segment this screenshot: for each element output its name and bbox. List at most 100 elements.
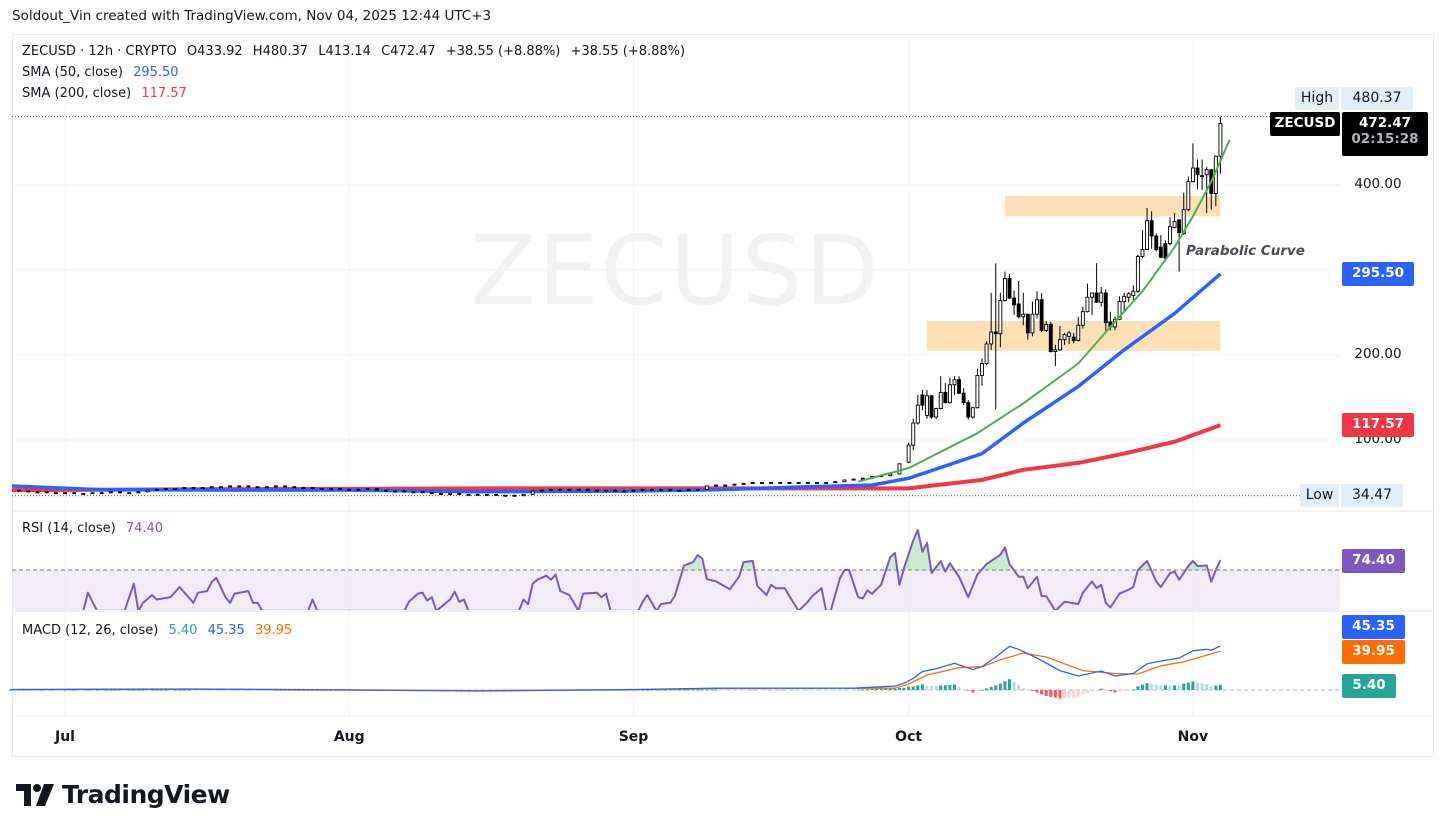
candle (769, 481, 774, 484)
candle-body (897, 463, 902, 475)
candle-body (1048, 323, 1053, 353)
candle-body (72, 492, 77, 495)
symbol-price-tag: ZECUSD (1270, 112, 1340, 136)
time-tick-jul: Jul (55, 729, 75, 745)
candle-body (81, 493, 86, 495)
candle-body (200, 487, 205, 490)
macd-histogram-bar (100, 689, 104, 691)
rsi-legend[interactable]: RSI (14, close) 74.40 (22, 521, 169, 536)
rsi-pane (12, 529, 1340, 611)
sma50-legend[interactable]: SMA (50, close) 295.50 (22, 65, 185, 80)
candle-body (759, 482, 764, 484)
candle-body (99, 492, 104, 495)
macd-histogram-bar (196, 689, 200, 691)
macd-histogram-bar (8, 689, 12, 691)
macd-histogram-bar (888, 688, 892, 690)
candle-body (338, 488, 343, 490)
candle-body (659, 488, 663, 491)
macd-histogram-bar (141, 689, 145, 691)
rsi-line[interactable] (82, 529, 1222, 611)
macd-histogram-bar (829, 689, 833, 691)
candle-body (805, 482, 810, 484)
candle-body (402, 490, 407, 493)
macd-histogram-bar (246, 689, 250, 691)
candle-body (246, 485, 251, 488)
candle-body (934, 408, 939, 418)
macd-line[interactable] (9, 645, 1221, 692)
macd-legend[interactable]: MACD (12, 26, close) 5.40 45.35 39.95 (22, 623, 298, 638)
candle-body (264, 486, 269, 489)
candle-body (1002, 278, 1007, 302)
candle-body (814, 482, 819, 484)
low-value: 34.47 (1341, 484, 1403, 507)
macd-histogram-bar (916, 685, 920, 690)
candle-body (118, 491, 122, 494)
candle-body (938, 391, 943, 409)
macd-histogram-bar (902, 687, 906, 690)
sma200-value: 117.57 (141, 86, 187, 101)
candle (860, 477, 865, 480)
tradingview-logo-icon (16, 783, 54, 806)
parabolic-curve-annotation[interactable]: Parabolic Curve (1186, 243, 1305, 259)
macd-histogram-bar (677, 689, 681, 691)
candle (72, 492, 77, 495)
macd-histogram-bar (925, 685, 929, 690)
price-change: +38.55 (+8.88%) (445, 44, 561, 59)
candle-body (136, 491, 141, 494)
macd-histogram-bar (1058, 690, 1062, 699)
macd-histogram-bar (930, 685, 934, 690)
candle (980, 358, 984, 386)
candle (81, 493, 86, 495)
sma200-line[interactable] (10, 423, 1222, 493)
macd-histogram-bar (847, 689, 851, 691)
candle-body (1062, 334, 1067, 341)
candle-body (1154, 235, 1159, 251)
candle (1021, 292, 1026, 326)
candle-body (310, 487, 315, 490)
sma200-legend[interactable]: SMA (200, close) 117.57 (22, 86, 193, 101)
candle-body (154, 488, 159, 491)
ohlc-open: O433.92 (186, 44, 243, 59)
candle-body (1007, 278, 1012, 299)
candle (934, 407, 939, 419)
candle-body (1131, 290, 1136, 296)
macd-histogram-bar (650, 689, 654, 691)
candle (970, 406, 975, 419)
macd-histogram-bar (297, 690, 301, 691)
candle-body (1218, 122, 1223, 157)
candle (218, 486, 223, 489)
macd-histogram-bar (719, 689, 723, 691)
macd-signal-line[interactable] (9, 650, 1221, 692)
macd-histogram-bar (934, 685, 938, 690)
macd-histogram-bar (95, 689, 99, 691)
candle (1190, 143, 1195, 183)
candle (1200, 159, 1205, 191)
candle (90, 492, 95, 495)
candle-body (613, 489, 618, 492)
candle-body (1057, 339, 1062, 351)
candle (975, 368, 980, 409)
macd-histogram-bar (164, 689, 168, 691)
macd-histogram-bar (265, 689, 269, 691)
parabolic-curve-line[interactable] (857, 139, 1231, 483)
candle (1094, 263, 1099, 304)
macd-histogram-bar (875, 688, 879, 690)
candle (136, 491, 141, 494)
macd-histogram-bar (1173, 685, 1177, 690)
ohlc-close: C472.47 (381, 44, 436, 59)
tradingview-logo[interactable]: TradingView (16, 780, 230, 809)
sma50-line[interactable] (10, 272, 1222, 494)
macd-histogram-bar (774, 689, 778, 691)
candle (1016, 281, 1021, 319)
candle (833, 481, 838, 484)
high-value: 480.37 (1341, 87, 1413, 110)
macd-histogram-bar (760, 689, 764, 691)
support-resistance-zone[interactable] (1004, 196, 1221, 217)
candle (512, 494, 517, 497)
macd-histogram-bar (1163, 685, 1167, 690)
candle (1085, 283, 1090, 313)
candle (998, 292, 1003, 348)
candle-body (26, 490, 31, 493)
candle-body (475, 493, 480, 496)
